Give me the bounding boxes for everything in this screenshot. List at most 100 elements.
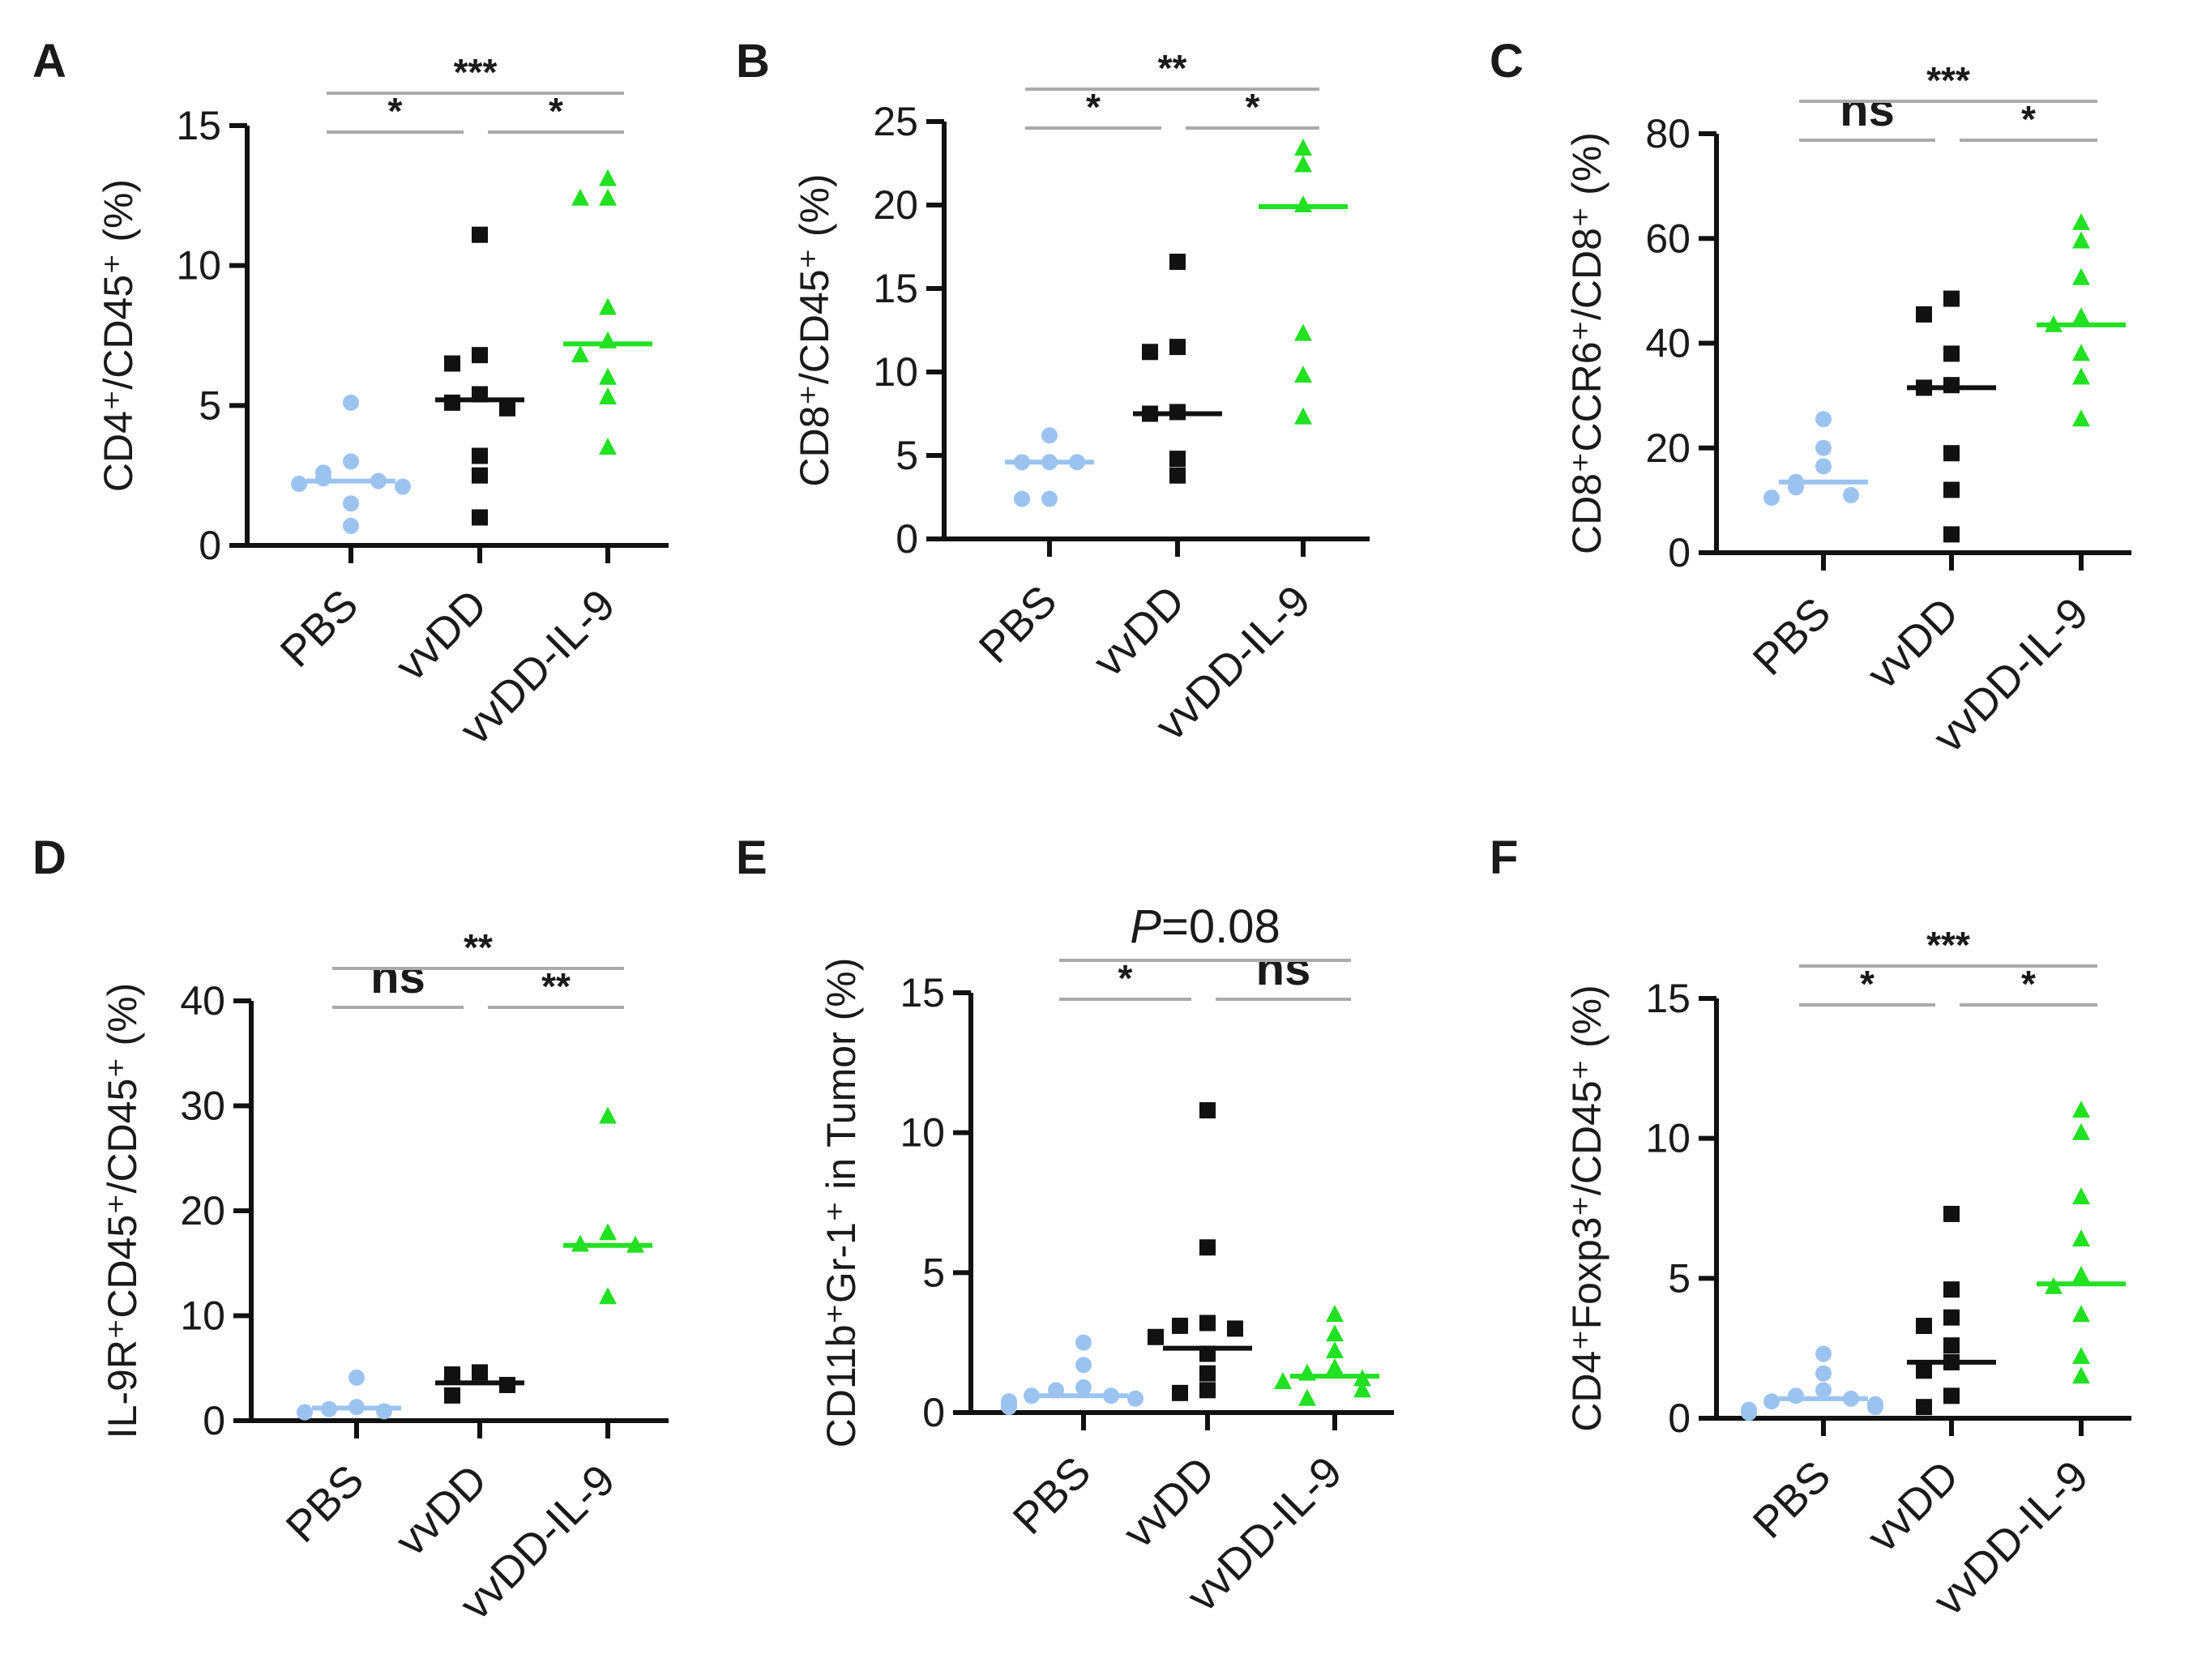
data-point xyxy=(1943,377,1960,394)
y-axis-title: CD4⁺Foxp3⁺/CD45⁺ (%) xyxy=(1564,985,1609,1432)
data-point xyxy=(1127,1390,1144,1407)
y-tick-label: 10 xyxy=(873,349,918,395)
data-point xyxy=(1943,1387,1960,1404)
data-point xyxy=(1326,1305,1344,1323)
data-point xyxy=(2072,267,2090,285)
data-point xyxy=(2072,1265,2090,1283)
y-axis-title: CD11b⁺Gr-1⁺ in Tumor (%) xyxy=(819,958,864,1448)
data-point xyxy=(1294,195,1312,212)
data-point xyxy=(1843,486,1859,503)
panel-letter: D xyxy=(32,831,66,884)
data-point xyxy=(1815,1382,1832,1399)
data-point xyxy=(444,1366,460,1383)
data-point xyxy=(472,447,488,464)
y-tick-label: 5 xyxy=(896,433,918,478)
significance-label: ** xyxy=(464,926,493,968)
data-point xyxy=(376,1403,392,1420)
data-point xyxy=(1199,1102,1216,1119)
data-point xyxy=(2072,344,2090,361)
data-point xyxy=(343,495,359,512)
data-point xyxy=(1172,1317,1188,1334)
data-point xyxy=(2072,231,2090,249)
data-point xyxy=(1943,1281,1960,1298)
y-tick-label: 0 xyxy=(922,1390,945,1435)
data-point xyxy=(599,188,617,206)
data-point xyxy=(1353,1380,1371,1398)
data-point xyxy=(599,1223,617,1241)
data-point xyxy=(2072,1229,2090,1246)
data-point xyxy=(1943,526,1960,543)
data-point xyxy=(599,1106,617,1124)
data-point xyxy=(1815,1365,1832,1382)
significance-label: ns xyxy=(1256,943,1311,995)
data-point xyxy=(1169,451,1186,468)
significance-label: ns xyxy=(1840,83,1895,136)
category-label: vvDD xyxy=(1858,1451,1969,1562)
data-point xyxy=(2072,1122,2090,1140)
data-point xyxy=(2072,1305,2090,1323)
data-point xyxy=(1788,1387,1804,1404)
panel-letter: C xyxy=(1490,35,1524,88)
category-label: PBS xyxy=(271,580,368,677)
y-tick-label: 15 xyxy=(900,970,945,1015)
y-tick-label: 5 xyxy=(922,1250,945,1295)
data-point xyxy=(2072,409,2090,427)
data-point xyxy=(1867,1399,1883,1416)
y-tick-label: 10 xyxy=(176,243,221,289)
significance-label: ** xyxy=(541,965,571,1007)
data-point xyxy=(1763,1393,1780,1410)
data-point xyxy=(1815,439,1832,456)
data-point xyxy=(472,226,488,243)
significance-label: * xyxy=(388,90,403,132)
data-point xyxy=(1943,290,1960,307)
significance-label: * xyxy=(1118,957,1133,999)
data-point xyxy=(1075,1334,1092,1351)
data-point xyxy=(1199,1382,1216,1399)
y-axis-title: IL-9R⁺CD45⁺/CD45⁺ (%) xyxy=(100,983,145,1439)
data-point xyxy=(599,297,617,315)
data-point xyxy=(297,1404,313,1421)
data-point xyxy=(472,1364,488,1381)
data-point xyxy=(291,476,307,493)
data-point xyxy=(499,400,515,417)
significance-label: *** xyxy=(1926,924,1970,966)
data-point xyxy=(2072,1187,2090,1205)
panel-letter: F xyxy=(1490,831,1518,884)
category-label: vvDD xyxy=(1858,588,1969,699)
y-tick-label: 15 xyxy=(176,103,221,148)
data-point xyxy=(1298,1388,1316,1406)
data-point xyxy=(1815,411,1832,428)
y-tick-label: 20 xyxy=(180,1188,225,1233)
data-point xyxy=(472,467,488,484)
data-point xyxy=(2072,212,2090,230)
y-tick-label: 0 xyxy=(896,516,918,562)
category-label: PBS xyxy=(1744,1451,1840,1548)
data-point xyxy=(1916,1399,1932,1416)
data-point xyxy=(1943,445,1960,462)
data-point xyxy=(1014,490,1030,507)
data-point xyxy=(571,345,589,363)
y-tick-label: 20 xyxy=(1645,425,1691,471)
y-tick-label: 15 xyxy=(1645,976,1691,1021)
y-axis-title: CD8⁺/CD45⁺ (%) xyxy=(792,173,837,486)
category-label: PBS xyxy=(1004,1447,1101,1544)
data-point xyxy=(2072,367,2090,385)
data-point xyxy=(472,347,488,364)
significance-label: * xyxy=(1860,963,1875,1005)
significance-label: P=0.08 xyxy=(1130,900,1280,953)
significance-label: * xyxy=(2021,98,2036,140)
data-point xyxy=(1274,1372,1292,1390)
data-point xyxy=(571,188,589,206)
y-tick-label: 0 xyxy=(203,1398,225,1443)
y-tick-label: 0 xyxy=(199,523,221,568)
y-tick-label: 60 xyxy=(1645,216,1691,261)
data-point xyxy=(1326,1357,1344,1375)
data-point xyxy=(1741,1404,1757,1421)
data-point xyxy=(1326,1324,1344,1342)
y-tick-label: 10 xyxy=(180,1293,225,1339)
data-point xyxy=(1326,1341,1344,1359)
y-tick-label: 0 xyxy=(1668,530,1691,575)
